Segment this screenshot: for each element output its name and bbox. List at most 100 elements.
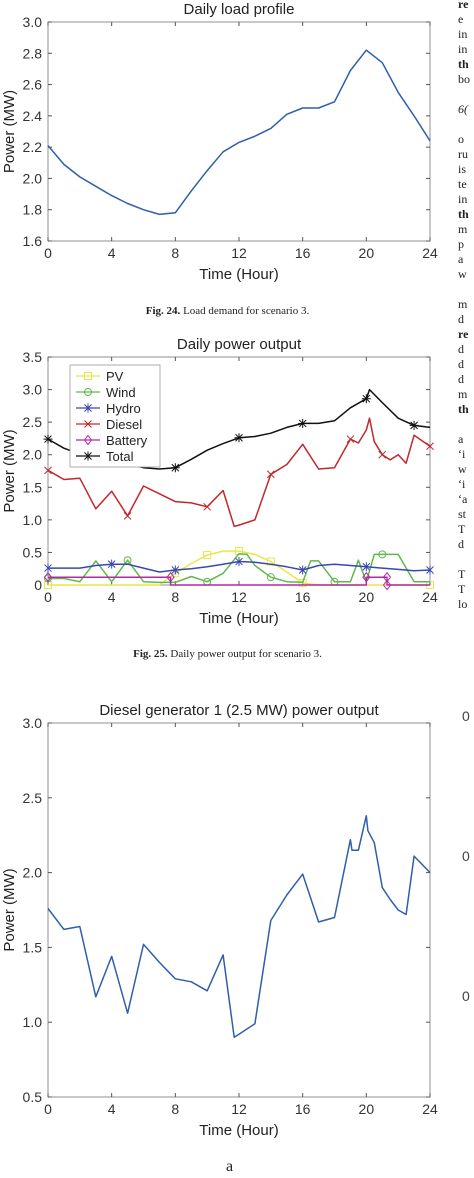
figure-25-caption-label: Fig. 25.: [133, 648, 168, 660]
data-point: [84, 372, 92, 380]
y-tick-label: 3.0: [23, 14, 43, 30]
data-point: [266, 573, 275, 582]
right-column-fragment: re: [458, 327, 469, 341]
right-column-fragment: ‘i: [458, 447, 466, 461]
data-point: [166, 571, 175, 583]
right-partial-tick: 0: [462, 848, 470, 864]
data-point: [378, 450, 387, 459]
data-point: [382, 571, 392, 583]
data-point: [43, 571, 53, 583]
y-tick-label: 2.5: [23, 414, 43, 430]
right-column-fragment: th: [458, 402, 469, 416]
series-diesel: [44, 417, 434, 528]
data-point: [362, 562, 371, 572]
y-tick-label: 2.2: [23, 139, 43, 155]
right-column-fragment: w: [458, 267, 467, 281]
series-line: [47, 49, 431, 216]
figure-24-caption-text: Load demand for scenario 3.: [183, 305, 310, 317]
series-line: [47, 815, 431, 1038]
y-axis-label: Power (MW): [1, 90, 18, 173]
right-column-fragment: re: [458, 0, 469, 11]
y-tick-label: 2.0: [23, 447, 43, 463]
y-tick-label: 1.5: [23, 479, 43, 495]
data-point: [170, 463, 180, 473]
data-point: [382, 579, 392, 591]
right-column-fragment: d: [458, 372, 464, 386]
data-point: [361, 394, 371, 404]
x-axis-label: Time (Hour): [199, 610, 278, 627]
data-point: [298, 418, 308, 428]
right-column-fragment: m: [458, 222, 468, 236]
right-column-fragment: a: [458, 432, 464, 446]
data-point: [83, 451, 93, 461]
y-tick-label: 2.4: [23, 108, 43, 124]
right-column-fragment: T: [458, 567, 466, 581]
data-point: [171, 565, 180, 575]
x-tick-label: 8: [171, 589, 179, 605]
y-tick-label: 1.6: [23, 233, 43, 249]
plot-frame: [47, 722, 431, 1098]
data-point: [298, 579, 307, 588]
y-tick-label: 2.6: [23, 77, 43, 93]
x-tick-label: 12: [231, 245, 247, 261]
y-tick-label: 3.0: [23, 715, 43, 731]
y-tick-label: 0.5: [23, 544, 43, 560]
diesel-generator-svg: Diesel generator 1 (2.5 MW) power output…: [1, 702, 438, 1139]
y-tick-label: 2.0: [23, 170, 43, 186]
data-point: [234, 433, 244, 443]
x-axis-label: Time (Hour): [199, 266, 278, 283]
legend-label: PV: [106, 369, 124, 384]
figure-25-caption-text: Daily power output for scenario 3.: [170, 648, 322, 660]
y-tick-label: 1.0: [23, 512, 43, 528]
x-tick-label: 0: [44, 245, 52, 261]
series-battery: [43, 571, 430, 591]
y-axis-label: Power (MW): [1, 868, 18, 951]
x-tick-label: 16: [295, 1101, 311, 1117]
series-wind: [44, 550, 430, 586]
right-column-fragment: bo: [458, 72, 470, 86]
data-point: [83, 434, 93, 446]
series-line: [48, 552, 430, 584]
x-tick-label: 20: [359, 589, 375, 605]
y-tick-label: 1.8: [23, 202, 43, 218]
right-column-fragment: d: [458, 357, 464, 371]
right-column-fragment: th: [458, 57, 469, 71]
right-column-fragment: T: [458, 582, 466, 596]
y-tick-label: 1.5: [23, 939, 43, 955]
right-column-fragment: in: [458, 192, 468, 206]
right-column-fragment: lo: [458, 597, 468, 611]
right-column-fragment: T: [458, 522, 466, 536]
right-column-fragment: [458, 417, 474, 432]
x-tick-label: 4: [108, 589, 116, 605]
data-point: [84, 403, 92, 413]
right-column-fragment: d: [458, 537, 464, 551]
figure-24-caption-label: Fig. 24.: [145, 305, 181, 317]
y-tick-label: 3.5: [23, 349, 43, 365]
chart-title: Daily load profile: [184, 1, 295, 18]
y-tick-label: 0: [34, 577, 42, 593]
right-column-fragment: ‘i: [458, 477, 466, 491]
right-column-fragment: [458, 117, 474, 132]
y-axis-label: Power (MW): [1, 429, 18, 512]
data-point: [107, 559, 116, 569]
right-column-fragment: o: [458, 132, 464, 146]
figure-24-caption: Fig. 24. Load demand for scenario 3.: [0, 305, 455, 317]
data-point: [409, 420, 419, 430]
x-tick-label: 24: [422, 589, 438, 605]
data-point: [84, 420, 92, 428]
load-profile-svg: Daily load profile 0 4 8 12 16 20 24 1.6 1.8 2.0 2.…: [1, 1, 438, 283]
data-point: [44, 563, 52, 573]
x-axis-label: Time (Hour): [199, 1122, 278, 1139]
data-point: [426, 565, 434, 575]
x-tick-label: 0: [44, 1101, 52, 1117]
x-tick-label: 12: [231, 1101, 247, 1117]
x-tick-label: 20: [359, 1101, 375, 1117]
legend-box: [69, 364, 161, 468]
series-0: [47, 49, 431, 216]
x-tick-label: 16: [295, 245, 311, 261]
y-tick-label: 2.8: [23, 45, 43, 61]
right-column-fragment: th: [458, 207, 469, 221]
x-tick-label: 8: [171, 1101, 179, 1117]
right-column-text-fragments: re e in in th bo 6( o ru is te in th m p a w m d re d d d m t…: [458, 0, 474, 612]
